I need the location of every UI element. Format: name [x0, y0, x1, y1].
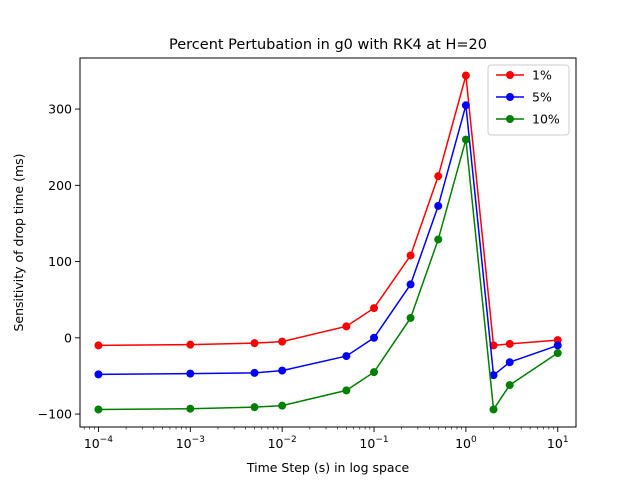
data-point	[489, 405, 498, 414]
data-point	[406, 280, 415, 289]
y-tick-label: 300	[48, 102, 72, 117]
x-tick-label: 10−4	[84, 435, 113, 451]
data-point	[370, 304, 379, 313]
plot-area	[94, 71, 562, 414]
data-point	[342, 322, 351, 331]
data-point	[186, 340, 195, 349]
data-point	[342, 386, 351, 395]
x-tick-label: 100	[455, 435, 477, 451]
y-axis-label: Sensitivity of drop time (ms)	[11, 153, 26, 331]
data-point	[94, 370, 103, 379]
data-point	[370, 333, 379, 342]
legend-label: 10%	[532, 112, 560, 127]
data-point	[505, 358, 514, 367]
data-point	[342, 352, 351, 361]
data-point	[505, 339, 514, 348]
data-point	[434, 201, 443, 210]
data-point	[186, 404, 195, 413]
data-point	[553, 349, 562, 358]
data-point	[370, 368, 379, 377]
data-point	[505, 381, 514, 390]
y-axis: −100 0 100 200 300	[38, 102, 80, 422]
legend-marker	[506, 115, 514, 123]
data-point	[434, 235, 443, 244]
data-point	[250, 403, 259, 412]
data-point	[434, 172, 443, 181]
y-tick-label: 100	[48, 254, 72, 269]
data-point	[461, 101, 470, 110]
data-point	[461, 135, 470, 144]
data-point	[94, 341, 103, 350]
data-point	[250, 368, 259, 377]
data-point	[406, 313, 415, 322]
legend-marker	[506, 93, 514, 101]
data-point	[278, 337, 287, 346]
y-tick-label: −100	[38, 407, 72, 422]
legend-label: 5%	[532, 90, 552, 105]
data-point	[278, 366, 287, 375]
x-axis-label: Time Step (s) in log space	[246, 460, 410, 475]
series-line-2	[98, 139, 559, 412]
y-tick-label: 0	[64, 330, 72, 345]
x-tick-label: 10−1	[359, 435, 388, 451]
x-tick-label: 10−2	[268, 435, 297, 451]
data-point	[278, 401, 287, 410]
data-point	[489, 341, 498, 350]
series-line-1	[98, 105, 558, 377]
y-tick-label: 200	[48, 178, 72, 193]
data-point	[489, 371, 498, 380]
plot-frame	[79, 57, 577, 428]
legend-marker	[506, 71, 514, 79]
chart-title: Percent Pertubation in g0 with RK4 at H=…	[169, 37, 487, 53]
x-tick-label: 101	[547, 435, 569, 451]
legend-label: 1%	[532, 68, 552, 83]
legend: 1% 5% 10%	[487, 64, 570, 136]
data-point	[250, 339, 259, 348]
data-point	[94, 405, 103, 414]
data-point	[553, 341, 562, 350]
x-tick-label: 10−3	[176, 435, 205, 451]
x-axis: 10−4 10−3 10−2 10−1 100 101	[84, 427, 569, 451]
data-point	[461, 71, 470, 80]
data-point	[406, 251, 415, 260]
data-point	[186, 369, 195, 378]
